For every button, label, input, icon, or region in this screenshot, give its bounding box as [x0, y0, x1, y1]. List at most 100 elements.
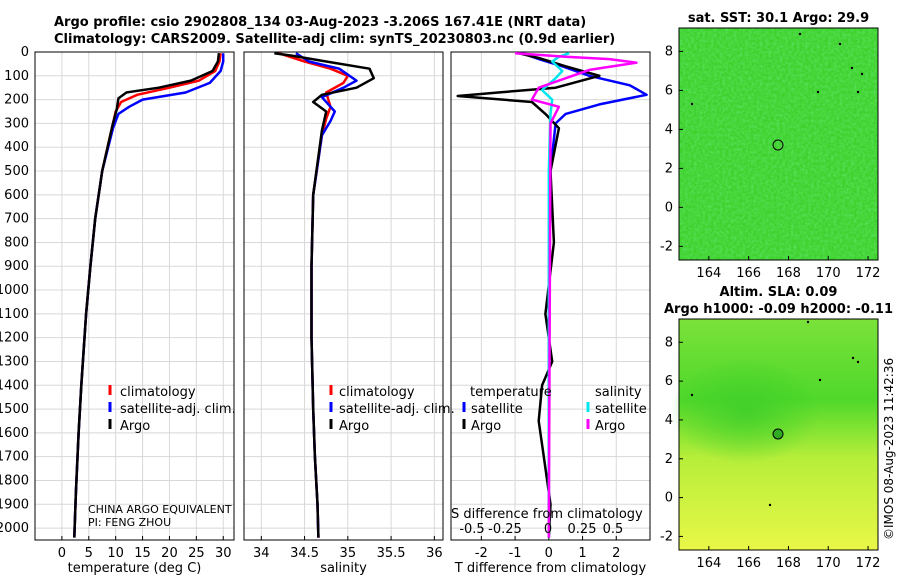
y-tick-label: 2 — [665, 161, 673, 176]
y-tick-label: 4 — [665, 122, 673, 137]
y-tick-label: 1600 — [0, 426, 29, 441]
x-tick-label: 2 — [612, 546, 620, 561]
x-tick-label: -2 — [475, 546, 488, 561]
map-title: Argo h1000: -0.09 h2000: -0.11 — [664, 302, 893, 317]
y-tick-label: 0 — [21, 45, 29, 60]
x-tick-label: 0 — [545, 546, 553, 561]
y-tick-label: -2 — [660, 529, 673, 544]
y-tick-label: 1700 — [0, 450, 29, 465]
y-tick-label: 4 — [665, 413, 673, 428]
x-tick-label: 172 — [856, 556, 881, 571]
x-tick-label: 10 — [107, 546, 124, 561]
x-tick-label: 164 — [696, 266, 721, 281]
x-tick-label: 172 — [856, 266, 881, 281]
coastline-dot — [690, 393, 694, 397]
coastline-dot — [856, 360, 860, 364]
x-tick-label: 34 — [253, 546, 270, 561]
secondary-tick-label: 0 — [544, 522, 552, 537]
y-tick-label: 200 — [4, 93, 29, 108]
y-tick-label: 2000 — [0, 521, 29, 536]
legend-label: Argo — [120, 419, 150, 434]
y-tick-label: 600 — [4, 188, 29, 203]
y-tick-label: 2 — [665, 452, 673, 467]
legend-title: salinity — [595, 385, 642, 400]
x-tick-label: 1 — [578, 546, 586, 561]
x-tick-label: 35 — [340, 546, 357, 561]
legend-label: Argo — [339, 419, 369, 434]
series-argo — [73, 53, 221, 538]
x-tick-label: 166 — [736, 266, 761, 281]
y-tick-label: 500 — [4, 164, 29, 179]
coastline-dot — [690, 102, 694, 106]
float-marker — [772, 139, 784, 151]
x-tick-label: 170 — [816, 266, 841, 281]
plot-frame — [450, 51, 651, 541]
legend-label: satellite — [471, 402, 523, 417]
coastline-dot — [818, 378, 822, 382]
y-tick-label: 1300 — [0, 354, 29, 369]
figure-title-line2: Climatology: CARS2009. Satellite-adj cli… — [54, 32, 616, 47]
temperature-plot: 0 5 10 15 20 25 300100200300400500600700800900… — [0, 45, 236, 576]
x-axis-label: salinity — [320, 561, 367, 576]
series-climatology — [73, 53, 222, 538]
difference-plot: -2 -1 0 1 2T difference from climatology temp… — [450, 51, 651, 576]
coastline-dot — [816, 90, 820, 94]
y-tick-label: 800 — [4, 235, 29, 250]
y-tick-label: 400 — [4, 140, 29, 155]
y-tick-label: 300 — [4, 116, 29, 131]
y-tick-label: 1800 — [0, 473, 29, 488]
y-tick-label: 1400 — [0, 378, 29, 393]
y-tick-label: 1900 — [0, 497, 29, 512]
y-tick-label: 1000 — [0, 283, 29, 298]
legend-label: satellite-adj. clim. — [339, 402, 455, 417]
secondary-axis-label: S difference from climatology — [451, 507, 643, 522]
x-tick-label: 30 — [215, 546, 232, 561]
x-tick-label: 170 — [816, 556, 841, 571]
x-axis-label: temperature (deg C) — [68, 561, 202, 576]
sst-map — [678, 27, 879, 261]
sla-map — [670, 318, 879, 551]
y-tick-label: 0 — [665, 491, 673, 506]
series-argo — [274, 51, 376, 538]
legend-title: temperature — [470, 385, 552, 400]
annotation-text: PI: FENG ZHOU — [88, 516, 171, 529]
salinity-plot: 34 34.5 35 35.5 36 salinity climatology satelli… — [243, 51, 455, 576]
x-tick-label: 15 — [134, 546, 151, 561]
y-tick-label: -2 — [660, 239, 673, 254]
x-axis-label: T difference from climatology — [454, 561, 647, 576]
series-satellite-adj-clim- — [73, 53, 225, 538]
secondary-tick-label: -0.25 — [488, 522, 522, 537]
coastline-dot — [838, 42, 842, 46]
map-title: Altim. SLA: 0.09 — [720, 285, 838, 300]
y-tick-label: 6 — [665, 374, 673, 389]
x-tick-label: 20 — [161, 546, 178, 561]
series-temperature-argo — [456, 51, 601, 538]
figure-title-line1: Argo profile: csio 2902808_134 03-Aug-20… — [54, 15, 587, 30]
y-tick-label: 8 — [665, 335, 673, 350]
x-tick-label: 34.5 — [290, 546, 319, 561]
legend-label: Argo — [595, 419, 625, 434]
float-marker — [772, 428, 784, 440]
y-tick-label: 0 — [665, 200, 673, 215]
plot-frame — [243, 51, 444, 541]
secondary-tick-label: -0.5 — [459, 522, 484, 537]
plot-frame — [34, 51, 235, 541]
coastline-dot — [798, 32, 802, 36]
y-tick-label: 100 — [4, 69, 29, 84]
secondary-tick-label: 0.25 — [568, 522, 597, 537]
x-tick-label: 0 — [58, 546, 66, 561]
annotation-text: CHINA ARGO EQUIVALENT — [88, 503, 232, 516]
x-tick-label: 25 — [188, 546, 205, 561]
coastline-dot — [768, 503, 772, 507]
x-tick-label: 168 — [776, 266, 801, 281]
coastline-dot — [851, 356, 855, 360]
map-title: sat. SST: 30.1 Argo: 29.9 — [688, 11, 869, 26]
coastline-dot — [856, 90, 860, 94]
y-tick-label: 1200 — [0, 331, 29, 346]
y-tick-label: 1500 — [0, 402, 29, 417]
y-tick-label: 900 — [4, 259, 29, 274]
series-climatology — [278, 52, 350, 538]
y-tick-label: 1100 — [0, 307, 29, 322]
coastline-dot — [850, 66, 854, 70]
